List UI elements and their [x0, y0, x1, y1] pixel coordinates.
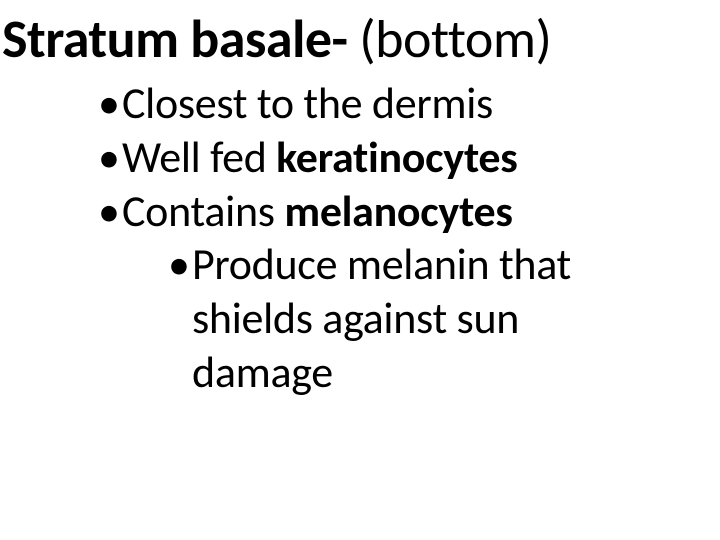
bullet-text-bold: keratinocytes — [276, 130, 517, 184]
bullet-text-line3: damage — [168, 346, 720, 400]
list-item: •Contains melanocytes — [98, 185, 720, 239]
bullet-text-line1: Produce melanin that — [192, 237, 571, 291]
bullet-list-level1: •Closest to the dermis •Well fed keratin… — [0, 77, 720, 399]
list-item: •Well fed keratinocytes — [98, 131, 720, 185]
bullet-list-level2: •Produce melanin that shields against su… — [98, 238, 720, 399]
bullet-dot-icon: • — [98, 131, 122, 185]
bullet-dot-icon: • — [98, 77, 122, 131]
list-item: •Closest to the dermis — [98, 77, 720, 131]
title-sub: (bottom) — [348, 6, 552, 72]
bullet-text-pre: Well fed — [122, 130, 276, 184]
bullet-dot-icon: • — [98, 185, 122, 239]
title-main: Stratum basale- — [2, 6, 348, 72]
bullet-dot-icon: • — [168, 238, 192, 292]
slide-title: Stratum basale- (bottom) — [0, 10, 720, 69]
slide: Stratum basale- (bottom) •Closest to the… — [0, 0, 720, 540]
bullet-text-bold: melanocytes — [284, 184, 512, 238]
bullet-text-pre: Contains — [122, 184, 284, 238]
bullet-text: Closest to the dermis — [122, 76, 493, 130]
list-item: •Produce melanin that shields against su… — [168, 238, 720, 399]
bullet-text-line2: shields against sun — [168, 292, 720, 346]
